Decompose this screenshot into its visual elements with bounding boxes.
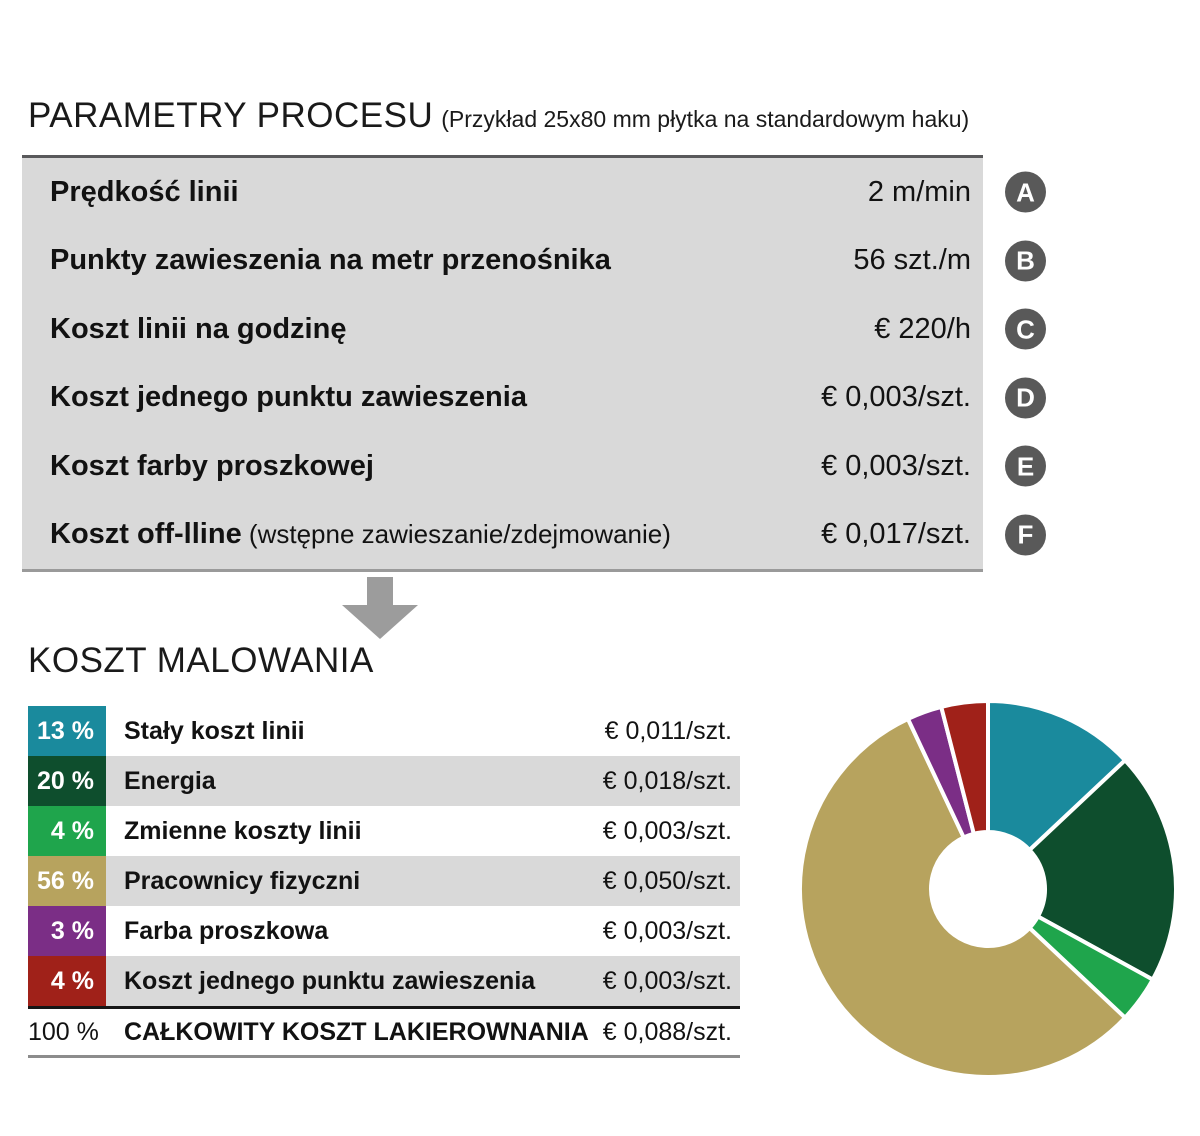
parameter-label: Koszt off-lline (wstępne zawieszanie/zde… xyxy=(50,518,671,551)
page-title: PARAMETRY PROCESU xyxy=(28,96,434,135)
cost-label: Koszt jednego punktu zawieszenia xyxy=(124,966,536,995)
cost-row: 20 % Energia € 0,018/szt. xyxy=(28,756,740,806)
badge-letter: B xyxy=(1016,245,1035,276)
parameter-label: Prędkość linii xyxy=(50,175,239,208)
total-percent: 100 % xyxy=(28,1017,99,1046)
badge-letter: A xyxy=(1016,177,1035,208)
cost-row: 4 % Zmienne koszty linii € 0,003/szt. xyxy=(28,806,740,856)
parameter-badge: E xyxy=(1005,445,1046,487)
donut-segment-2 xyxy=(1027,758,1178,982)
cost-section-title: KOSZT MALOWANIA xyxy=(28,641,374,680)
parameter-row: Koszt off-lline (wstępne zawieszanie/zde… xyxy=(22,501,1046,570)
cost-row: 13 % Stały koszt linii € 0,011/szt. xyxy=(28,706,740,756)
process-parameters-table: Prędkość linii 2 m/min A Punkty zawieszenia… xyxy=(22,155,1046,572)
parameter-label: Koszt jednego punktu zawieszenia xyxy=(50,381,527,414)
cost-total-row: 100 % CAŁKOWITY KOSZT LAKIEROWNANIA € 0,08… xyxy=(28,1006,740,1058)
cost-row-body: Stały koszt linii € 0,011/szt. xyxy=(106,706,740,756)
cost-percent-cell: 56 % xyxy=(28,856,106,906)
cost-row-body: Koszt jednego punktu zawieszenia € 0,003/… xyxy=(106,956,740,1006)
badge-letter: C xyxy=(1016,314,1035,345)
parameter-note: (wstępne zawieszanie/zdejmowanie) xyxy=(241,519,671,550)
parameter-row: Prędkość linii 2 m/min A xyxy=(22,158,1046,227)
cost-row-body: Farba proszkowa € 0,003/szt. xyxy=(106,906,740,956)
cost-label: Pracownicy fizyczni xyxy=(124,866,361,895)
cost-row-body: Energia € 0,018/szt. xyxy=(106,756,740,806)
donut-segment-4 xyxy=(798,716,1128,1079)
badge-letter: E xyxy=(1016,451,1035,482)
donut-segment-6 xyxy=(939,699,990,836)
page-header: PARAMETRY PROCESU (Przykład 25x80 mm płyt… xyxy=(28,96,969,136)
parameter-row: Koszt jednego punktu zawieszenia € 0,003/… xyxy=(22,364,1046,433)
cost-value: € 0,003/szt. xyxy=(602,966,732,995)
cost-row-body: Pracownicy fizyczni € 0,050/szt. xyxy=(106,856,740,906)
cost-row: 56 % Pracownicy fizyczni € 0,050/szt. xyxy=(28,856,740,906)
parameter-badge: B xyxy=(1005,240,1046,282)
parameter-value: € 220/h xyxy=(874,312,971,345)
cost-percent-cell: 13 % xyxy=(28,706,106,756)
parameter-badge: C xyxy=(1005,308,1046,350)
cost-label: Zmienne koszty linii xyxy=(124,816,362,845)
badge-letter: F xyxy=(1017,519,1034,550)
parameter-badge: F xyxy=(1005,514,1046,556)
cost-row: 4 % Koszt jednego punktu zawieszenia € 0,0… xyxy=(28,956,740,1006)
donut-chart xyxy=(798,699,1178,1079)
cost-row: 3 % Farba proszkowa € 0,003/szt. xyxy=(28,906,740,956)
parameter-row: Koszt farby proszkowej € 0,003/szt. E xyxy=(22,432,1046,501)
page-subtitle: (Przykład 25x80 mm płytka na standardowy… xyxy=(441,106,970,132)
parameter-value: € 0,003/szt. xyxy=(821,381,971,414)
parameter-badge: A xyxy=(1005,171,1046,213)
cost-percent-cell: 4 % xyxy=(28,956,106,1006)
cost-label: Stały koszt linii xyxy=(124,716,305,745)
down-arrow-head xyxy=(342,605,418,639)
parameter-value: € 0,017/szt. xyxy=(821,518,971,551)
down-arrow-stem xyxy=(367,577,393,605)
donut-segment-1 xyxy=(986,699,1128,852)
down-arrow-icon xyxy=(342,577,418,639)
cost-label: Energia xyxy=(124,766,216,795)
cost-value: € 0,050/szt. xyxy=(602,866,732,895)
parameter-value: 56 szt./m xyxy=(853,244,971,277)
cost-row-body: Zmienne koszty linii € 0,003/szt. xyxy=(106,806,740,856)
parameter-badge: D xyxy=(1005,377,1046,419)
cost-value: € 0,011/szt. xyxy=(604,716,732,745)
parameter-label: Koszt farby proszkowej xyxy=(50,449,374,482)
parameter-value: € 0,003/szt. xyxy=(821,449,971,482)
badge-letter: D xyxy=(1016,382,1035,413)
cost-percent-cell: 20 % xyxy=(28,756,106,806)
painting-cost-table: 13 % Stały koszt linii € 0,011/szt. 20 % Ene… xyxy=(28,706,740,1058)
cost-value: € 0,003/szt. xyxy=(602,816,732,845)
cost-label: Farba proszkowa xyxy=(124,916,329,945)
cost-value: € 0,003/szt. xyxy=(602,916,732,945)
total-label: CAŁKOWITY KOSZT LAKIEROWNANIA xyxy=(124,1017,589,1046)
parameter-row: Koszt linii na godzinę € 220/h C xyxy=(22,295,1046,364)
cost-value: € 0,018/szt. xyxy=(602,766,732,795)
cost-percent-cell: 4 % xyxy=(28,806,106,856)
parameter-row: Punkty zawieszenia na metr przenośnika 56… xyxy=(22,227,1046,296)
parameter-value: 2 m/min xyxy=(867,175,971,208)
parameter-label: Koszt linii na godzinę xyxy=(50,312,347,345)
cost-percent-cell: 3 % xyxy=(28,906,106,956)
parameter-label: Punkty zawieszenia na metr przenośnika xyxy=(50,244,611,277)
total-value: € 0,088/szt. xyxy=(602,1017,732,1046)
